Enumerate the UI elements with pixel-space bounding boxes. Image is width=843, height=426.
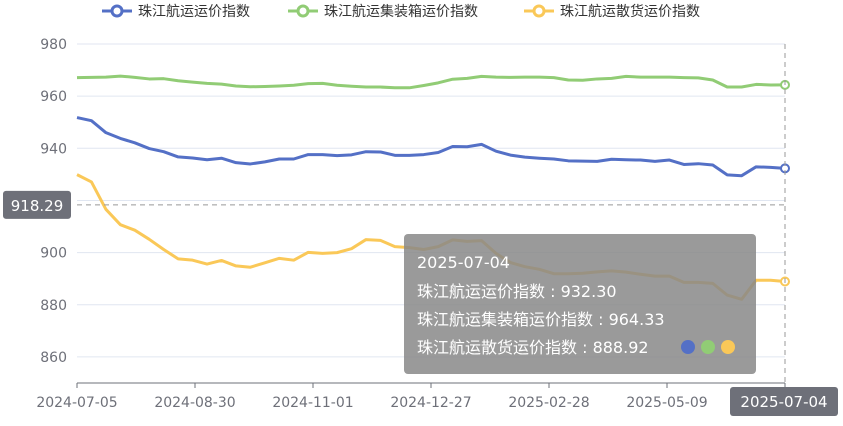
tooltip-row-1: 珠江航运集装箱运价指数 : 964.33 bbox=[417, 310, 665, 329]
tooltip-marker-0 bbox=[681, 340, 695, 354]
axis-pointer: 918.29 2025-07-04 bbox=[3, 44, 838, 416]
legend-marker-2 bbox=[532, 4, 546, 18]
x-tick-label-2: 2024-11-01 bbox=[272, 395, 353, 411]
legend-item-0[interactable]: 珠江航运运价指数 bbox=[102, 4, 250, 20]
tooltip-row-2: 珠江航运散货运价指数 : 888.92 bbox=[417, 338, 649, 357]
pointer-x-label: 2025-07-04 bbox=[740, 393, 827, 411]
tooltip-marker-1 bbox=[701, 340, 715, 354]
tooltip-background bbox=[404, 234, 756, 374]
legend-label-1: 珠江航运集装箱运价指数 bbox=[324, 3, 478, 20]
x-tick-label-0: 2024-07-05 bbox=[36, 395, 117, 411]
y-tick-label-2: 900 bbox=[40, 246, 67, 262]
series-line-1 bbox=[76, 74, 786, 90]
tooltip-marker-2 bbox=[721, 340, 735, 354]
legend-label-0: 珠江航运运价指数 bbox=[138, 4, 250, 20]
tooltip-date: 2025-07-04 bbox=[417, 253, 510, 272]
legend-marker-0 bbox=[110, 4, 124, 18]
y-tick-label-5: 960 bbox=[40, 89, 67, 105]
legend[interactable]: 珠江航运运价指数 珠江航运集装箱运价指数 珠江航运散货运价指数 bbox=[102, 3, 700, 20]
series-line-0 bbox=[76, 116, 786, 178]
legend-marker-1 bbox=[296, 4, 310, 18]
x-tick-label-5: 2025-05-09 bbox=[626, 395, 707, 411]
pointer-y-label: 918.29 bbox=[11, 197, 64, 215]
x-axis: 2024-07-05 2024-08-30 2024-11-01 2024-12-27… bbox=[36, 382, 786, 411]
legend-item-2[interactable]: 珠江航运散货运价指数 bbox=[524, 3, 700, 20]
pointer-y-label-bg bbox=[3, 190, 71, 219]
y-tick-label-1: 880 bbox=[40, 298, 67, 314]
tooltip-row-0: 珠江航运运价指数 : 932.30 bbox=[417, 282, 617, 301]
legend-label-2: 珠江航运散货运价指数 bbox=[560, 3, 700, 20]
y-tick-label-4: 940 bbox=[40, 141, 67, 157]
tooltip: 2025-07-04 珠江航运运价指数 : 932.30 珠江航运集装箱运价指数… bbox=[404, 234, 756, 374]
legend-item-1[interactable]: 珠江航运集装箱运价指数 bbox=[288, 3, 478, 20]
x-tick-label-3: 2024-12-27 bbox=[390, 395, 471, 411]
x-tick-label-4: 2025-02-28 bbox=[508, 395, 589, 411]
y-tick-label-6: 980 bbox=[40, 37, 67, 53]
y-tick-label-0: 860 bbox=[40, 350, 67, 366]
pointer-x-label-bg bbox=[730, 387, 838, 416]
x-tick-label-1: 2024-08-30 bbox=[154, 395, 235, 411]
